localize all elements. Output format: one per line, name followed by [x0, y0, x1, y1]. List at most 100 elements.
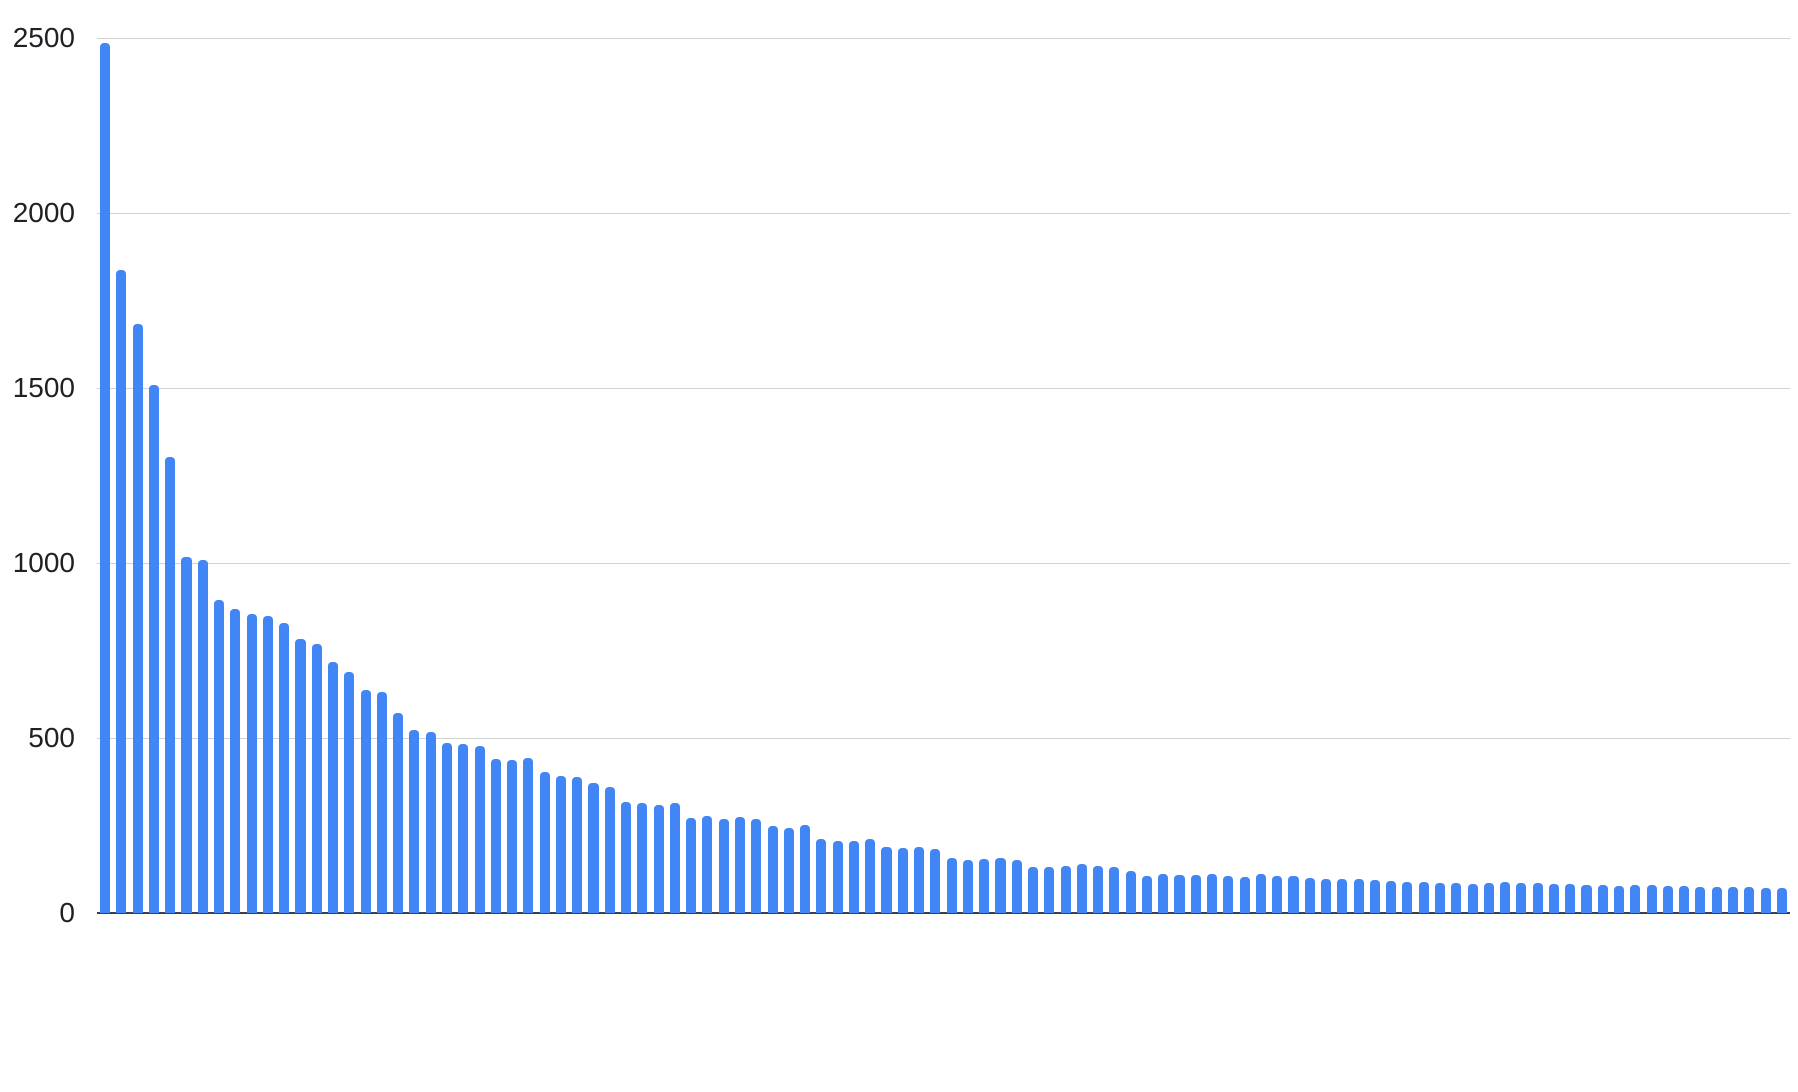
- bar[interactable]: [897, 847, 908, 913]
- bar[interactable]: [165, 456, 176, 913]
- bar[interactable]: [800, 825, 811, 913]
- bar[interactable]: [1418, 882, 1429, 913]
- bar[interactable]: [1190, 874, 1201, 913]
- bar[interactable]: [1565, 884, 1576, 913]
- bar[interactable]: [1011, 860, 1022, 913]
- bar[interactable]: [1223, 875, 1234, 913]
- bar[interactable]: [474, 745, 485, 913]
- bar[interactable]: [1744, 887, 1755, 913]
- bar[interactable]: [1662, 886, 1673, 913]
- bar[interactable]: [1353, 879, 1364, 913]
- bar[interactable]: [1288, 876, 1299, 913]
- bar[interactable]: [279, 623, 290, 913]
- bar[interactable]: [1386, 880, 1397, 913]
- bar[interactable]: [1451, 883, 1462, 913]
- bar[interactable]: [637, 802, 648, 913]
- bar[interactable]: [116, 270, 127, 913]
- bar[interactable]: [1369, 880, 1380, 913]
- bar[interactable]: [197, 559, 208, 913]
- bar[interactable]: [555, 776, 566, 913]
- bar[interactable]: [783, 827, 794, 913]
- bar[interactable]: [1239, 876, 1250, 913]
- bar[interactable]: [1614, 885, 1625, 913]
- bar[interactable]: [1321, 878, 1332, 913]
- bar[interactable]: [669, 803, 680, 913]
- bar[interactable]: [327, 661, 339, 913]
- bar[interactable]: [490, 758, 501, 913]
- bar[interactable]: [914, 846, 925, 913]
- bar[interactable]: [1402, 881, 1413, 913]
- bar[interactable]: [1434, 882, 1446, 913]
- bar[interactable]: [979, 859, 990, 913]
- bar[interactable]: [1548, 883, 1559, 913]
- bar[interactable]: [1255, 874, 1266, 913]
- bar[interactable]: [1141, 875, 1153, 913]
- bar[interactable]: [230, 609, 241, 913]
- bar[interactable]: [1207, 873, 1218, 913]
- bar[interactable]: [1630, 885, 1641, 913]
- bar[interactable]: [458, 744, 469, 913]
- bar[interactable]: [588, 782, 599, 913]
- bar[interactable]: [686, 817, 697, 913]
- bar[interactable]: [572, 777, 583, 913]
- bar[interactable]: [881, 846, 892, 913]
- bar[interactable]: [1500, 882, 1511, 913]
- bar[interactable]: [702, 816, 713, 913]
- bar[interactable]: [246, 613, 257, 913]
- bar[interactable]: [816, 839, 827, 913]
- bar[interactable]: [995, 857, 1006, 913]
- bar[interactable]: [848, 840, 859, 913]
- bar[interactable]: [376, 691, 387, 913]
- bar[interactable]: [1158, 874, 1169, 913]
- bar[interactable]: [393, 713, 404, 913]
- bar[interactable]: [604, 787, 615, 913]
- bar[interactable]: [1760, 887, 1771, 913]
- bar[interactable]: [1646, 885, 1657, 913]
- bar[interactable]: [360, 690, 371, 913]
- bar[interactable]: [409, 729, 420, 913]
- bar[interactable]: [1727, 887, 1739, 913]
- bar[interactable]: [962, 859, 973, 913]
- bar[interactable]: [718, 818, 729, 913]
- bar[interactable]: [523, 757, 534, 913]
- bar[interactable]: [1044, 866, 1055, 913]
- bar[interactable]: [1516, 882, 1527, 913]
- bar[interactable]: [1337, 879, 1348, 913]
- bar[interactable]: [539, 771, 550, 913]
- bar[interactable]: [507, 760, 518, 913]
- bar[interactable]: [653, 805, 664, 913]
- bar[interactable]: [1679, 886, 1690, 913]
- bar[interactable]: [865, 838, 876, 913]
- bar[interactable]: [311, 643, 322, 913]
- bar[interactable]: [181, 557, 192, 913]
- bar[interactable]: [295, 639, 306, 913]
- bar[interactable]: [1483, 882, 1494, 913]
- bar[interactable]: [1532, 883, 1543, 913]
- bar[interactable]: [1467, 883, 1478, 913]
- bar[interactable]: [262, 615, 273, 913]
- bar[interactable]: [344, 672, 355, 913]
- bar[interactable]: [767, 825, 778, 913]
- bar[interactable]: [1027, 867, 1039, 913]
- bar[interactable]: [100, 42, 111, 913]
- bar[interactable]: [1597, 885, 1608, 913]
- bar[interactable]: [832, 840, 843, 913]
- bar[interactable]: [148, 384, 159, 913]
- bar[interactable]: [1109, 867, 1120, 913]
- bar[interactable]: [930, 848, 941, 913]
- bar[interactable]: [1711, 887, 1722, 913]
- bar[interactable]: [1060, 865, 1071, 913]
- bar[interactable]: [132, 323, 143, 913]
- bar[interactable]: [425, 731, 436, 913]
- bar[interactable]: [621, 801, 632, 913]
- bar[interactable]: [946, 858, 957, 913]
- bar[interactable]: [1581, 885, 1592, 913]
- bar[interactable]: [1174, 874, 1185, 913]
- bar[interactable]: [1093, 865, 1104, 913]
- bar[interactable]: [214, 599, 225, 913]
- bar[interactable]: [1776, 888, 1787, 913]
- bar[interactable]: [441, 742, 453, 913]
- bar[interactable]: [1076, 864, 1087, 913]
- bar[interactable]: [1272, 875, 1283, 913]
- bar[interactable]: [734, 816, 746, 913]
